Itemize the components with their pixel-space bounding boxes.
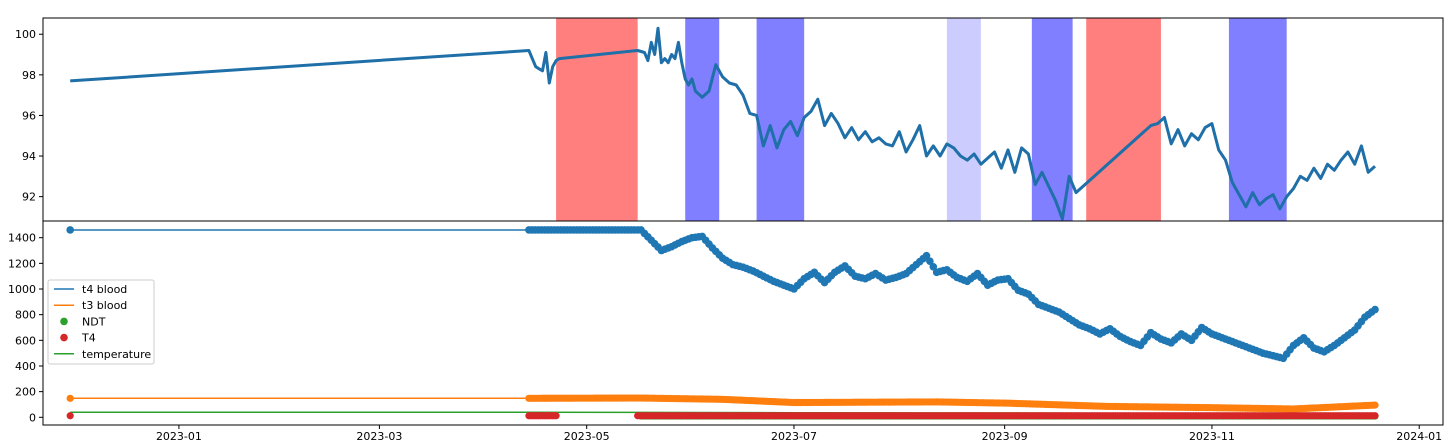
- x-tick-label: 2023-05: [564, 430, 610, 441]
- top-y-tick-label: 96: [22, 109, 36, 122]
- x-tick-label: 2023-03: [356, 430, 402, 441]
- shaded-period-5: [1086, 18, 1161, 221]
- bottom-panel: 0 200 400 600 800 1000 1200 1400 2023-01 2023-03 2…: [8, 220, 1444, 443]
- legend-label: temperature: [82, 348, 151, 361]
- bottom-panel-frame: [42, 220, 1444, 426]
- legend: t4 blood t3 blood NDT T4 temperature: [47, 279, 155, 365]
- legend-swatch-dot: [60, 333, 68, 342]
- x-tick-label: 2023-07: [771, 430, 817, 441]
- top-y-tick-label: 92: [22, 191, 36, 204]
- legend-label: NDT: [82, 315, 106, 328]
- t3-blood-point: [66, 394, 74, 402]
- t4-blood-point: [929, 262, 938, 271]
- shaded-period-4: [1031, 18, 1073, 221]
- bottom-y-tick-label: 0: [29, 411, 36, 424]
- bottom-y-tick-label: 1000: [8, 283, 36, 296]
- t3-blood-point: [1371, 401, 1379, 409]
- x-tick-label: 2023-09: [982, 430, 1028, 441]
- top-series-line: [70, 26, 1377, 221]
- shaded-period-3: [946, 18, 981, 221]
- legend-swatch-dot: [60, 317, 68, 326]
- t4-blood-point: [1371, 305, 1379, 314]
- bottom-y-tick-label: 1200: [8, 257, 36, 270]
- x-tick-label: 2023-11: [1189, 430, 1235, 441]
- x-tick-label: 2024-01: [1396, 430, 1442, 441]
- bottom-y-tick-label: 400: [15, 360, 36, 373]
- shaded-period-0: [556, 18, 638, 221]
- x-tick-label: 2023-01: [156, 430, 202, 441]
- top-y-tick-label: 98: [22, 69, 36, 82]
- t4-blood-point: [922, 251, 931, 260]
- top-y-tick-label: 94: [22, 150, 36, 163]
- shaded-period-1: [685, 18, 720, 221]
- shaded-period-2: [756, 18, 805, 221]
- t4-point: [1371, 412, 1379, 420]
- t4-point: [552, 412, 560, 420]
- bottom-y-tick-label: 600: [15, 334, 36, 347]
- t4-blood-point: [926, 257, 934, 266]
- bottom-y-tick-label: 800: [15, 309, 36, 322]
- legend-box: [47, 279, 155, 365]
- bottom-y-tick-label: 1400: [8, 232, 36, 245]
- top-panel: 92 94 96 98 100: [15, 17, 1444, 222]
- t4-point: [66, 412, 74, 420]
- bottom-y-tick-label: 200: [15, 386, 36, 399]
- legend-label: T4: [81, 332, 96, 345]
- legend-label: t3 blood: [82, 299, 127, 312]
- shaded-period-6: [1228, 18, 1287, 221]
- legend-label: t4 blood: [82, 283, 127, 296]
- top-y-tick-label: 100: [15, 28, 36, 41]
- t4-blood-point: [66, 226, 74, 234]
